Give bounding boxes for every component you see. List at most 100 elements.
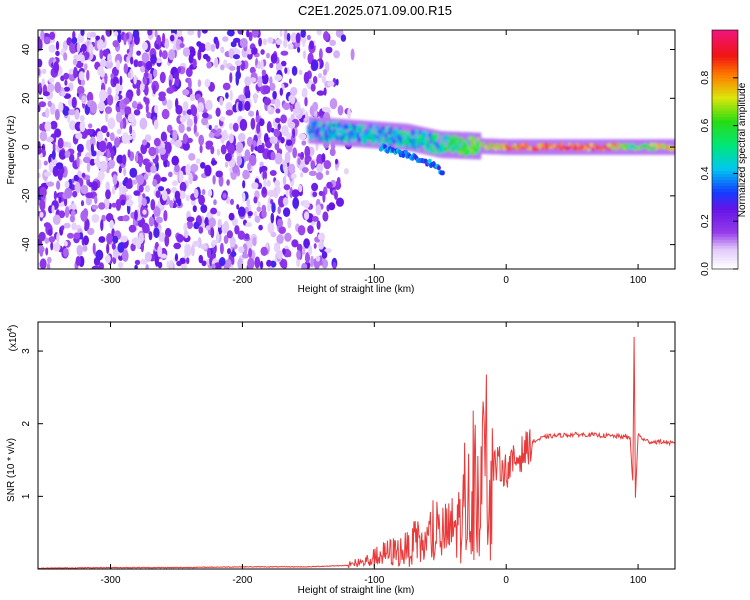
noise-speckle	[237, 230, 246, 240]
noise-speckle	[134, 264, 138, 269]
noise-speckle	[153, 119, 159, 130]
y-tick-label: 1	[21, 493, 32, 499]
noise-speckle	[64, 180, 70, 189]
noise-speckle	[311, 182, 319, 192]
noise-speckle	[249, 66, 256, 74]
noise-speckle	[150, 199, 156, 211]
noise-speckle	[292, 147, 298, 159]
noise-speckle	[228, 30, 235, 37]
noise-speckle	[127, 149, 131, 158]
noise-speckle	[245, 222, 252, 228]
noise-speckle	[76, 155, 80, 168]
noise-speckle	[80, 30, 85, 36]
noise-speckle	[220, 144, 227, 155]
echo-cell	[476, 137, 480, 142]
noise-speckle	[300, 30, 306, 38]
noise-speckle	[244, 233, 250, 240]
noise-speckle	[326, 181, 333, 189]
noise-speckle	[273, 128, 281, 138]
noise-speckle	[211, 263, 216, 269]
noise-speckle	[161, 108, 170, 120]
noise-speckle	[143, 173, 149, 181]
noise-speckle	[182, 142, 190, 151]
colorbar-step	[712, 167, 738, 172]
noise-speckle	[142, 77, 148, 85]
colorbar-step	[712, 125, 738, 130]
noise-speckle	[226, 179, 230, 186]
echo-cell	[496, 143, 500, 147]
colorbar-step	[712, 74, 738, 79]
noise-speckle	[205, 225, 211, 231]
noise-speckle	[328, 202, 336, 211]
noise-speckle	[228, 212, 235, 221]
noise-speckle	[214, 57, 219, 68]
noise-speckle	[197, 48, 202, 61]
colorbar-step	[712, 206, 738, 210]
noise-speckle	[225, 161, 229, 168]
echo-cell	[517, 147, 522, 151]
noise-speckle	[230, 251, 237, 257]
noise-speckle	[300, 36, 307, 44]
noise-speckle	[248, 31, 253, 42]
noise-speckle	[116, 85, 124, 92]
noise-speckle	[250, 144, 254, 152]
x-tick-label: 100	[630, 575, 647, 586]
noise-speckle	[202, 112, 209, 119]
noise-speckle	[79, 115, 85, 122]
echo-halo	[625, 139, 628, 155]
noise-speckle	[38, 39, 43, 51]
noise-speckle	[214, 131, 221, 137]
noise-speckle	[38, 104, 41, 113]
noise-speckle	[292, 128, 296, 139]
noise-speckle	[166, 260, 170, 268]
noise-speckle	[192, 240, 201, 247]
noise-speckle	[99, 89, 107, 102]
noise-speckle	[286, 67, 290, 75]
noise-speckle	[220, 116, 225, 122]
noise-speckle	[38, 159, 42, 170]
noise-speckle	[44, 171, 51, 177]
echo-trace	[306, 116, 675, 160]
noise-speckle	[236, 204, 240, 210]
noise-speckle	[129, 125, 133, 135]
noise-speckle	[321, 106, 330, 112]
noise-speckle	[72, 190, 78, 198]
noise-speckle	[241, 253, 250, 259]
spectrogram-y-ticks: -40 -20 0 20 40	[21, 44, 675, 252]
noise-speckle	[253, 196, 258, 204]
noise-speckle	[269, 76, 273, 86]
noise-speckle	[312, 191, 318, 197]
colorbar-step	[712, 266, 738, 270]
noise-speckle	[164, 234, 170, 247]
noise-speckle	[91, 265, 100, 269]
echo-cell	[611, 142, 615, 146]
echo-halo	[591, 139, 594, 155]
noise-speckle	[248, 154, 257, 166]
noise-speckle	[112, 186, 116, 195]
noise-speckle	[152, 84, 157, 95]
noise-speckle	[133, 109, 141, 116]
noise-speckle	[249, 77, 257, 83]
noise-speckle	[186, 126, 192, 132]
noise-speckle	[97, 66, 104, 77]
noise-speckle	[274, 180, 281, 187]
noise-speckle	[210, 207, 218, 215]
noise-speckle	[117, 253, 124, 261]
echo-cell	[523, 146, 527, 150]
noise-speckle	[69, 153, 75, 163]
echo-cell	[415, 131, 419, 135]
noise-speckle	[266, 179, 271, 187]
noise-speckle	[222, 36, 229, 42]
noise-speckle	[190, 244, 195, 257]
echo-cell	[656, 145, 660, 149]
noise-speckle	[161, 189, 168, 201]
echo-cell	[311, 136, 315, 141]
noise-speckle	[260, 49, 265, 55]
noise-speckle	[38, 58, 43, 68]
noise-speckle	[153, 137, 161, 147]
noise-speckle	[75, 256, 82, 266]
echo-cell	[575, 142, 580, 146]
noise-speckle	[61, 90, 66, 97]
noise-speckle	[308, 245, 313, 256]
